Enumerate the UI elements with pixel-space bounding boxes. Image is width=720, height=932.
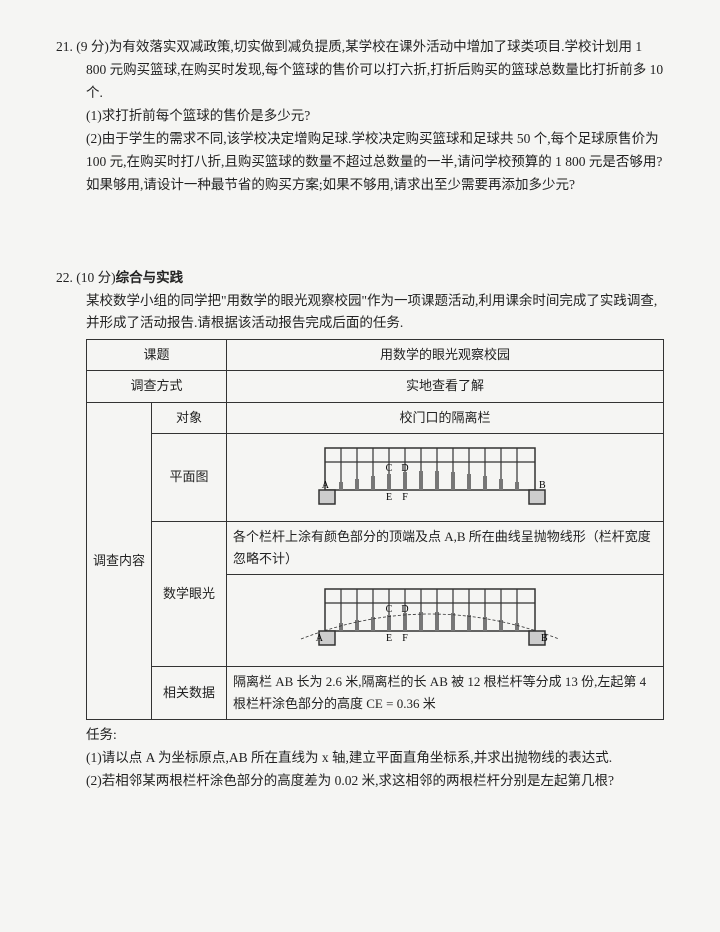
question-22: 22. (10 分)综合与实践 某校数学小组的同学把"用数学的眼光观察校园"作为… [56,267,664,793]
svg-text:B: B [541,633,548,644]
cell-math-label: 数学眼光 [152,521,227,666]
cell-plan-diagram: A B C D E F [227,433,664,521]
q22-points: (10 分) [76,270,115,285]
tasks-label: 任务: [86,724,664,747]
cell-data-value: 隔离栏 AB 长为 2.6 米,隔离栏的长 AB 被 12 根栏杆等分成 13 … [227,667,664,720]
svg-text:A: A [322,480,330,491]
cell-topic-value: 用数学的眼光观察校园 [227,340,664,371]
svg-text:E: E [386,633,392,644]
svg-text:D: D [401,463,408,474]
q21-number: 21. [56,39,73,54]
q21-points: (9 分) [76,39,109,54]
q22-intro: 某校数学小组的同学把"用数学的眼光观察校园"作为一项课题活动,利用课余时间完成了… [86,290,664,336]
cell-math-diagram: A B C D E F [227,574,664,666]
svg-text:D: D [401,604,408,615]
q22-title: 综合与实践 [116,270,184,285]
fence-plan-diagram: A B C D E F [295,438,595,510]
svg-text:C: C [386,463,393,474]
q22-heading: 22. (10 分)综合与实践 [56,267,664,290]
q21-part2: (2)由于学生的需求不同,该学校决定增购足球.学校决定购买篮球和足球共 50 个… [86,128,664,197]
q21-intro: 为有效落实双减政策,切实做到减负提质,某学校在课外活动中增加了球类项目.学校计划… [86,39,663,100]
svg-text:F: F [402,633,408,644]
q22-task2: (2)若相邻某两根栏杆涂色部分的高度差为 0.02 米,求这相邻的两根栏杆分别是… [86,770,664,793]
cell-object-value: 校门口的隔离栏 [227,402,664,433]
q21-part1: (1)求打折前每个篮球的售价是多少元? [86,105,664,128]
cell-content-label: 调查内容 [87,402,152,720]
cell-data-label: 相关数据 [152,667,227,720]
cell-object-label: 对象 [152,402,227,433]
cell-method-label: 调查方式 [87,371,227,402]
svg-text:E: E [386,492,392,503]
fence-math-diagram: A B C D E F [285,579,605,655]
svg-text:A: A [316,633,324,644]
cell-topic-label: 课题 [87,340,227,371]
cell-plan-label: 平面图 [152,433,227,521]
cell-method-value: 实地查看了解 [227,371,664,402]
svg-text:B: B [539,480,546,491]
question-21: 21. (9 分)为有效落实双减政策,切实做到减负提质,某学校在课外活动中增加了… [56,36,664,197]
q22-number: 22. [56,270,73,285]
cell-curve-desc: 各个栏杆上涂有颜色部分的顶端及点 A,B 所在曲线呈抛物线形（栏杆宽度忽略不计） [227,521,664,574]
q21-heading: 21. (9 分)为有效落实双减政策,切实做到减负提质,某学校在课外活动中增加了… [56,36,664,105]
report-table: 课题 用数学的眼光观察校园 调查方式 实地查看了解 调查内容 对象 校门口的隔离… [86,339,664,720]
svg-text:C: C [386,604,393,615]
svg-text:F: F [402,492,408,503]
q22-task1: (1)请以点 A 为坐标原点,AB 所在直线为 x 轴,建立平面直角坐标系,并求… [86,747,664,770]
